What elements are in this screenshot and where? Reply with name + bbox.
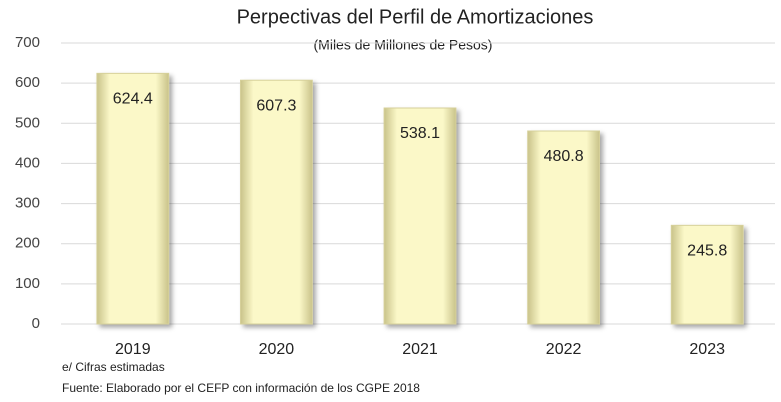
bar [240, 79, 313, 325]
value-label: 607.3 [256, 97, 296, 114]
y-tick-label: 0 [32, 315, 40, 332]
bar [383, 107, 457, 325]
y-tick-label: 300 [15, 195, 40, 212]
source: Fuente: Elaborado por el CEFP con inform… [62, 381, 420, 395]
y-tick-label: 200 [15, 235, 40, 252]
y-tick-label: 700 [15, 34, 40, 51]
value-label: 480.8 [544, 148, 584, 165]
bar [96, 72, 170, 325]
y-tick-label: 100 [15, 275, 40, 292]
value-label: 245.8 [687, 243, 727, 260]
y-tick-label: 400 [15, 154, 40, 171]
x-tick-label: 2021 [402, 341, 438, 358]
value-label: 624.4 [113, 91, 153, 108]
x-tick-label: 2023 [689, 341, 725, 358]
y-tick-label: 600 [15, 74, 40, 91]
x-tick-label: 2020 [259, 341, 295, 358]
value-label: 538.1 [400, 125, 440, 142]
y-tick-label: 500 [15, 114, 40, 131]
footnote: e/ Cifras estimadas [62, 360, 165, 374]
x-tick-label: 2022 [546, 341, 582, 358]
chart-title: Perpectivas del Perfil de Amortizaciones [237, 6, 594, 28]
x-tick-label: 2019 [115, 341, 151, 358]
bar [670, 224, 744, 325]
chart-subtitle: (Miles de Millones de Pesos) [314, 37, 493, 53]
bar [527, 130, 601, 325]
